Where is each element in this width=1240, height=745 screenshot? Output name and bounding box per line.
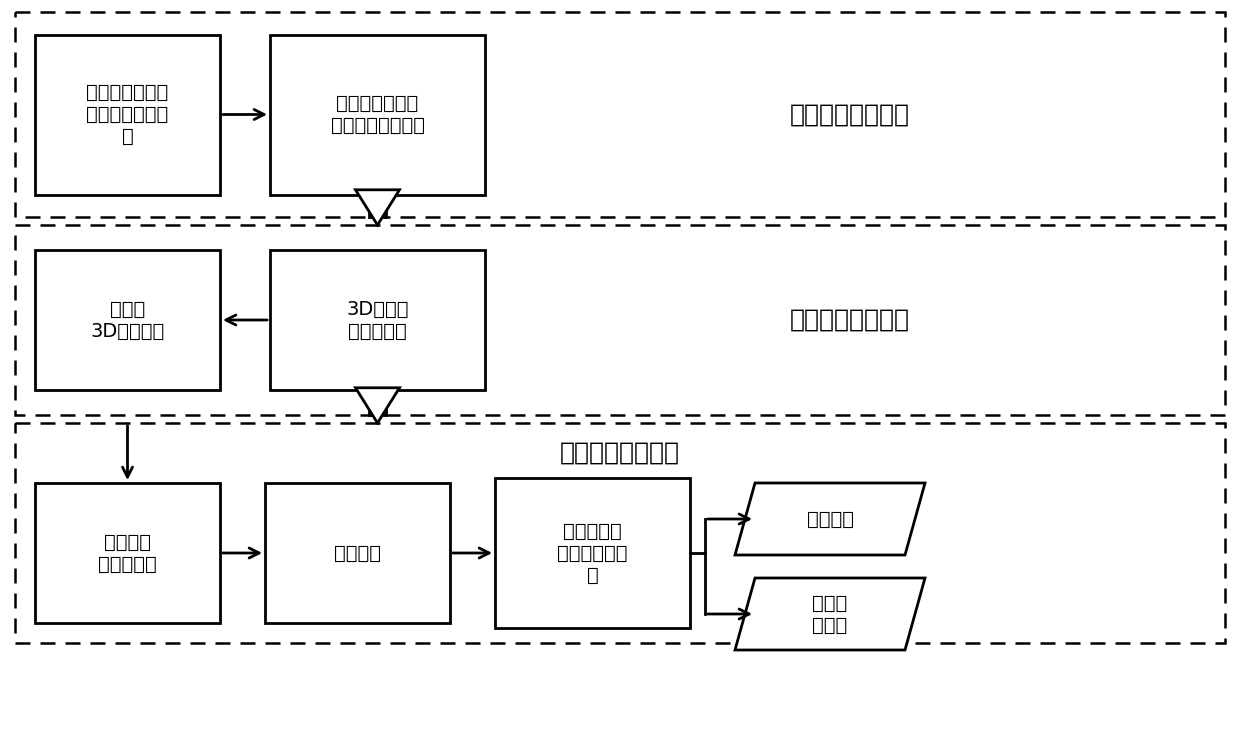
Polygon shape bbox=[735, 578, 925, 650]
Text: 特征选择: 特征选择 bbox=[334, 544, 381, 562]
Polygon shape bbox=[356, 388, 399, 423]
Bar bbox=[35, 250, 219, 390]
Bar bbox=[270, 34, 485, 194]
Text: 候选肝脏肿瘤分类: 候选肝脏肿瘤分类 bbox=[560, 441, 680, 465]
Bar bbox=[15, 423, 1225, 643]
Text: 阈值分类
降低假阳性: 阈值分类 降低假阳性 bbox=[98, 533, 157, 574]
Bar bbox=[495, 478, 689, 628]
Text: 可变环形滤波器
灰度权重距离转换: 可变环形滤波器 灰度权重距离转换 bbox=[331, 94, 424, 135]
Text: 迭代式
3D区域增长: 迭代式 3D区域增长 bbox=[91, 299, 165, 340]
Text: 肝脏肿瘤: 肝脏肿瘤 bbox=[806, 510, 853, 528]
Polygon shape bbox=[356, 190, 399, 225]
Polygon shape bbox=[735, 483, 925, 555]
Text: 其它肝
脏组织: 其它肝 脏组织 bbox=[812, 594, 848, 635]
Bar bbox=[370, 388, 386, 415]
Text: 可疑肝脏肿瘤检测: 可疑肝脏肿瘤检测 bbox=[790, 103, 910, 127]
Bar bbox=[270, 250, 485, 390]
Text: 候选肝脏肿瘤分割: 候选肝脏肿瘤分割 bbox=[790, 308, 910, 332]
Bar bbox=[35, 34, 219, 194]
Bar bbox=[370, 190, 386, 217]
Bar bbox=[15, 12, 1225, 217]
Text: 肝脏图谱与手动
修正分割肝脏实
质: 肝脏图谱与手动 修正分割肝脏实 质 bbox=[87, 83, 169, 146]
Bar bbox=[15, 225, 1225, 415]
Bar bbox=[35, 483, 219, 623]
Bar bbox=[265, 483, 450, 623]
Text: 3D一致性
种子点筛选: 3D一致性 种子点筛选 bbox=[346, 299, 409, 340]
Text: 特征训练与
支持向量机分
类: 特征训练与 支持向量机分 类 bbox=[557, 522, 627, 585]
